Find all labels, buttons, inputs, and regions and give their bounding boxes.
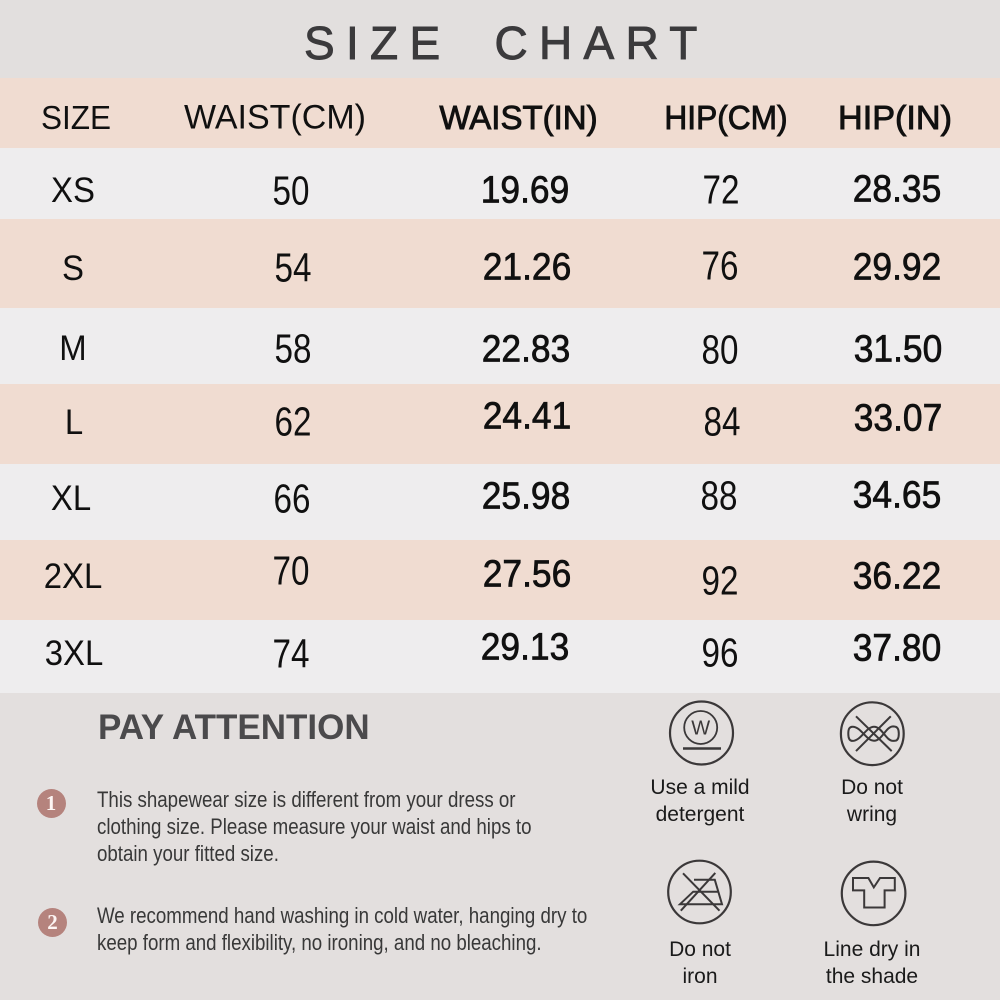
svg-text:W: W xyxy=(691,718,710,740)
